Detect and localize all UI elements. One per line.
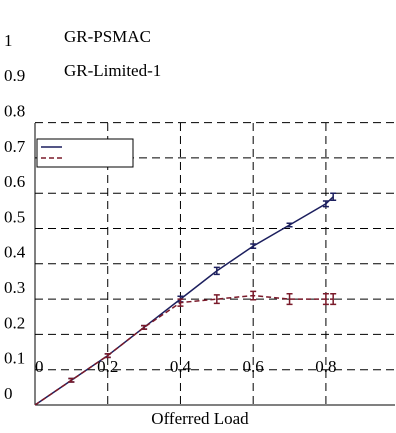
legend-label: GR-Limited-1 <box>64 61 161 80</box>
x-axis-label: Offerred Load <box>151 409 249 428</box>
error-bar <box>322 200 329 208</box>
error-bar <box>322 293 329 306</box>
error-bar <box>213 294 220 305</box>
error-bar <box>177 298 184 307</box>
y-tick-label: 0.2 <box>4 313 25 332</box>
error-bar <box>330 293 337 306</box>
y-tick-label: 0.4 <box>4 243 26 262</box>
error-bar <box>286 222 293 228</box>
x-tick-label: 0.8 <box>315 357 336 376</box>
error-bar <box>330 192 337 202</box>
error-bar <box>250 290 257 301</box>
series-line <box>34 294 334 406</box>
y-tick-label: 0.6 <box>4 172 25 191</box>
legend-label: GR-PSMAC <box>64 27 151 46</box>
error-bar <box>250 243 257 250</box>
legend-box <box>36 138 134 168</box>
y-tick-label: 0.5 <box>4 207 25 226</box>
y-tick-label: 0.8 <box>4 102 25 121</box>
error-bar <box>286 293 293 306</box>
x-tick-label: 0 <box>35 357 44 376</box>
y-tick-label: 0.7 <box>4 137 26 156</box>
y-tick-label: 0.1 <box>4 349 25 368</box>
y-tick-label: 0 <box>4 384 13 403</box>
x-tick-label: 0.6 <box>243 357 264 376</box>
x-tick-label: 0.2 <box>97 357 118 376</box>
error-bar <box>68 377 75 383</box>
error-bar <box>141 324 148 330</box>
error-bar <box>213 266 220 276</box>
x-tick-label: 0.4 <box>170 357 192 376</box>
y-tick-label: 1 <box>4 31 13 50</box>
error-bar <box>104 353 111 359</box>
y-tick-label: 0.9 <box>4 66 25 85</box>
y-tick-label: 0.3 <box>4 278 25 297</box>
